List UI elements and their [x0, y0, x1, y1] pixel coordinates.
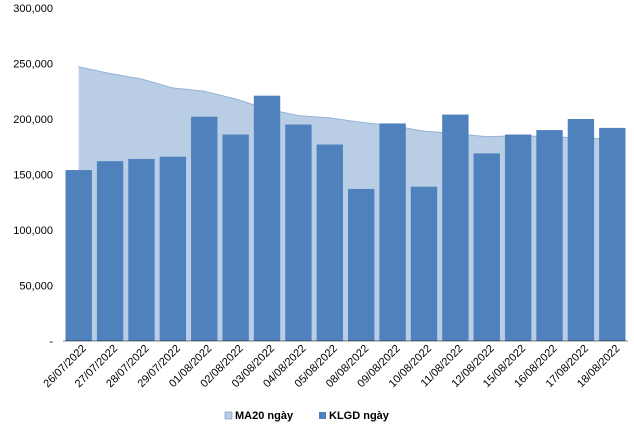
klgd-bar	[473, 153, 500, 341]
ma20-point	[297, 115, 300, 117]
klgd-bar	[504, 134, 532, 341]
klgd-bar	[348, 188, 375, 341]
legend-item-klgd: KLGD ngày	[319, 410, 390, 422]
y-tick-label: 100,000	[13, 225, 53, 237]
ma20-point	[423, 130, 425, 132]
y-tick-label: -	[49, 336, 53, 348]
ma20-point	[329, 117, 331, 119]
klgd-bar	[316, 144, 343, 341]
klgd-bar	[379, 123, 406, 341]
klgd-bar	[599, 127, 626, 341]
klgd-bar	[442, 114, 469, 341]
klgd-bar	[96, 161, 124, 341]
legend-label-ma20: MA20 ngày	[235, 410, 294, 422]
ma20-point	[140, 78, 143, 80]
ma20-point	[486, 136, 488, 138]
klgd-bar	[65, 170, 92, 341]
ma20-area	[78, 66, 613, 341]
klgd-bar	[159, 156, 187, 341]
y-tick-label: 250,000	[13, 59, 53, 71]
klgd-bar	[222, 134, 249, 341]
y-axis-labels: - 50,000 100,000 150,000 200,000 250,000 300,0…	[13, 3, 53, 348]
legend-label-klgd: KLGD ngày	[329, 410, 390, 422]
ma20-area-layer	[78, 66, 613, 341]
klgd-bar	[536, 130, 563, 341]
y-tick-label: 200,000	[13, 114, 53, 126]
klgd-bar	[128, 158, 155, 341]
klgd-bar	[285, 124, 312, 341]
klgd-bar-layer	[65, 95, 626, 341]
ma20-point	[235, 98, 237, 100]
ma20-point	[203, 90, 205, 92]
legend-swatch-klgd	[319, 412, 326, 419]
y-tick-label: 50,000	[19, 281, 53, 293]
klgd-bar	[253, 95, 281, 341]
klgd-bar	[191, 116, 218, 341]
legend-item-ma20: MA20 ngày	[224, 410, 294, 422]
ma20-point	[172, 87, 174, 89]
x-axis-labels: 26/07/202227/07/202228/07/202229/07/2022…	[41, 343, 622, 390]
ma20-point	[360, 121, 362, 123]
klgd-bar	[567, 119, 595, 341]
y-tick-label: 300,000	[13, 3, 53, 15]
legend-swatch-ma20	[224, 411, 233, 420]
ma20-point	[109, 72, 111, 75]
y-tick-label: 150,000	[13, 170, 53, 182]
ma20-point	[78, 66, 80, 68]
legend: MA20 ngày KLGD ngày	[224, 410, 390, 422]
klgd-bar	[410, 186, 438, 341]
